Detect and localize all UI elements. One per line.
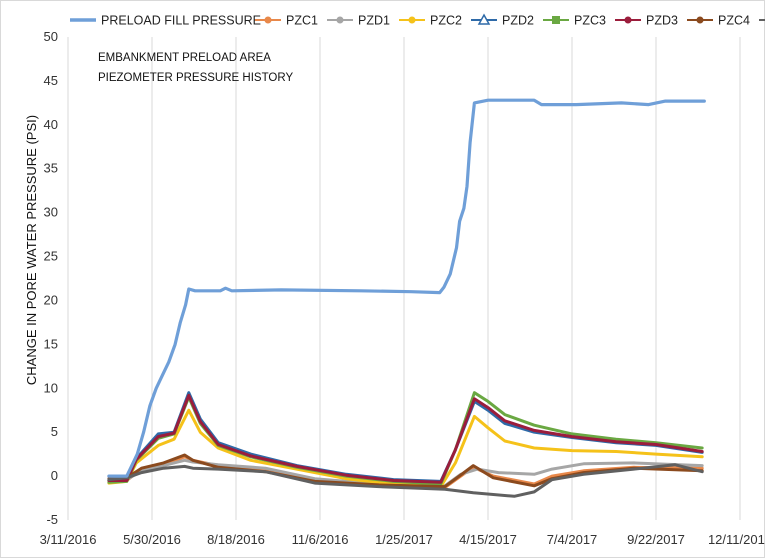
grid xyxy=(67,37,741,520)
series-line-pzc2 xyxy=(107,408,704,489)
legend-marker-square xyxy=(552,16,560,24)
series-group xyxy=(107,98,706,498)
x-tick-label: 9/22/2017 xyxy=(627,532,685,547)
y-tick-label: -5 xyxy=(46,512,58,527)
legend-item-preload-fill-pressure: PRELOAD FILL PRESSURE xyxy=(70,14,261,28)
y-tick-label: 25 xyxy=(44,249,58,264)
series-line-pzd3 xyxy=(107,393,704,484)
y-axis-ticks: -5 0 5 10 15 20 25 30 35 40 45 50 xyxy=(44,29,58,527)
x-tick-label: 12/11/2017 xyxy=(708,532,765,547)
y-tick-label: 50 xyxy=(44,29,58,44)
legend-marker-circle xyxy=(696,16,704,24)
y-tick-label: 20 xyxy=(44,292,58,307)
legend-item-pzc2: PZC2 xyxy=(399,14,462,28)
legend-marker-triangle xyxy=(477,13,491,25)
legend-item-pzd3: PZD3 xyxy=(615,14,678,28)
series-line-pzd4 xyxy=(107,463,704,498)
y-tick-label: 40 xyxy=(44,117,58,132)
legend: PRELOAD FILL PRESSURE PZC1 PZD1 PZC2 PZD2 PZC… xyxy=(70,13,765,28)
x-tick-label: 8/18/2016 xyxy=(207,532,265,547)
y-tick-label: 30 xyxy=(44,205,58,220)
legend-marker-circle xyxy=(624,16,632,24)
legend-item-pzc4: PZC4 xyxy=(687,14,750,28)
legend-label: PRELOAD FILL PRESSURE xyxy=(101,14,261,28)
y-tick-label: 35 xyxy=(44,161,58,176)
x-tick-label: 4/15/2017 xyxy=(459,532,517,547)
legend-item-pzd4: PZD4 xyxy=(759,19,765,21)
legend-label: PZD3 xyxy=(646,14,678,28)
x-tick-label: 7/4/2017 xyxy=(547,532,598,547)
legend-label: PZD1 xyxy=(358,14,390,28)
x-axis-ticks: 3/11/2016 5/30/2016 8/18/2016 11/6/2016 1/25… xyxy=(40,532,765,547)
y-tick-label: 10 xyxy=(44,380,58,395)
legend-item-pzc3: PZC3 xyxy=(543,14,606,28)
y-tick-label: 45 xyxy=(44,73,58,88)
legend-item-pzd1: PZD1 xyxy=(327,14,390,28)
y-tick-label: 15 xyxy=(44,336,58,351)
legend-marker-circle xyxy=(264,16,272,24)
legend-item-pzc1: PZC1 xyxy=(255,14,318,28)
legend-label: PZC3 xyxy=(574,14,606,28)
y-tick-label: 0 xyxy=(51,468,58,483)
legend-marker-circle xyxy=(408,16,416,24)
legend-label: PZC4 xyxy=(718,14,750,28)
x-tick-label: 5/30/2016 xyxy=(123,532,181,547)
legend-marker-circle xyxy=(336,16,344,24)
x-tick-label: 1/25/2017 xyxy=(375,532,433,547)
legend-label: PZC1 xyxy=(286,14,318,28)
series-line-preload-fill-pressure xyxy=(107,98,706,478)
x-tick-label: 3/11/2016 xyxy=(40,532,97,547)
y-axis-title: CHANGE IN PORE WATER PRESSURE (PSI) xyxy=(24,115,39,385)
legend-item-pzd2: PZD2 xyxy=(471,13,534,28)
annotation-line-2: PIEZOMETER PRESSURE HISTORY xyxy=(98,72,293,84)
legend-label: PZC2 xyxy=(430,14,462,28)
y-tick-label: 5 xyxy=(51,424,58,439)
legend-label: PZD2 xyxy=(502,14,534,28)
x-tick-label: 11/6/2016 xyxy=(292,532,349,547)
annotation-line-1: EMBANKMENT PRELOAD AREA xyxy=(98,52,271,64)
